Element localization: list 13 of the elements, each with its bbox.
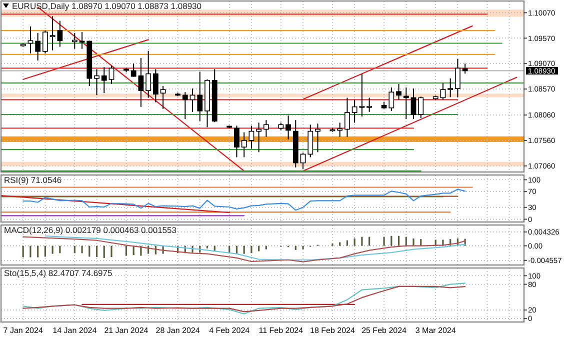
x-tick-label: 18 Feb 2024 <box>310 326 356 335</box>
chart-title: EURUSD,Daily 1.08970 1.09070 1.08873 1.08930 <box>12 1 202 11</box>
x-tick-label: 7 Jan 2024 <box>3 326 44 335</box>
x-tick-label: 28 Jan 2024 <box>156 326 200 335</box>
x-tick-label: 25 Feb 2024 <box>362 326 408 335</box>
x-tick-label: 3 Mar 2024 <box>415 326 456 335</box>
chart-title: RSI(9) 71.0546 <box>4 175 62 185</box>
x-tick-label: 11 Feb 2024 <box>258 326 304 335</box>
x-tick-label: 14 Jan 2024 <box>52 326 98 335</box>
chart-title: Sto(15,5,4) 82.4707 74.6975 <box>4 268 112 278</box>
x-tick-label: 21 Jan 2024 <box>104 326 149 335</box>
chart-title: MACD(12,26,9) 0.002179 0.000463 0.001553 <box>4 225 177 235</box>
x-tick-label: 4 Feb 2024 <box>209 326 250 335</box>
